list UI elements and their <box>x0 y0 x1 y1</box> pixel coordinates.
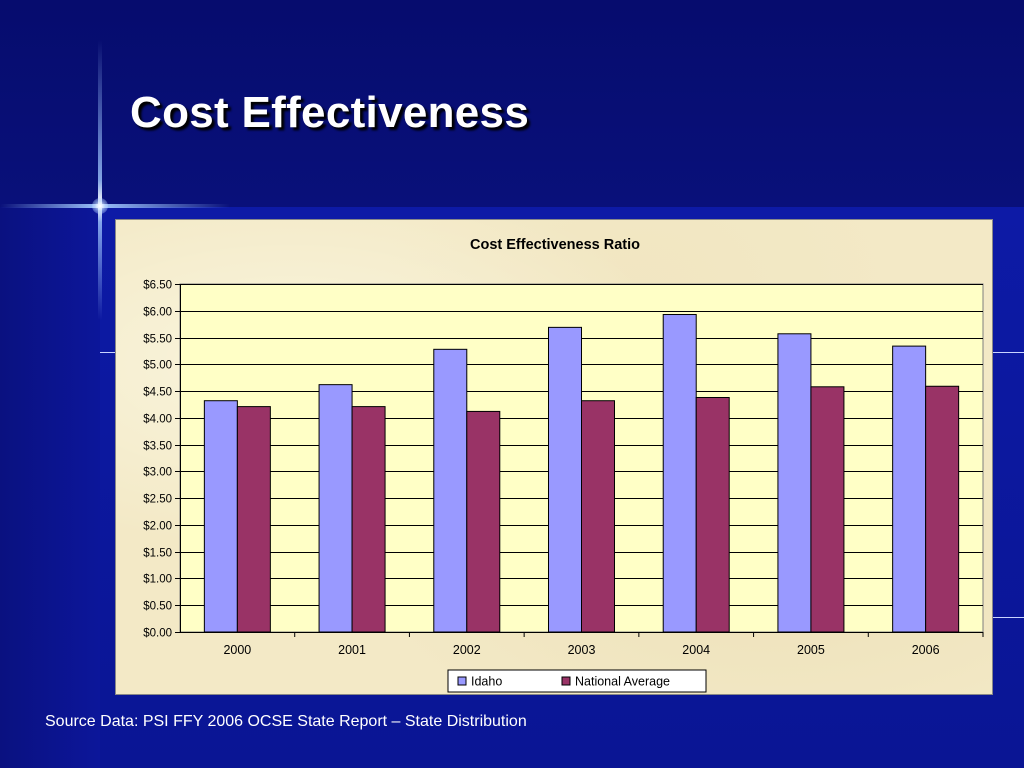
legend-label-national-average: National Average <box>575 675 670 689</box>
bar-idaho-2000 <box>203 400 238 633</box>
bar-national-average-2002 <box>466 410 501 633</box>
x-tick-label: 2001 <box>338 643 366 657</box>
bar-idaho-2002 <box>433 348 468 633</box>
y-tick-label: $1.00 <box>143 574 172 586</box>
sparkle-horizontal-beam <box>0 204 230 208</box>
legend-swatch-national-average <box>561 676 571 686</box>
x-tick-label: 2004 <box>682 643 710 657</box>
y-tick-label: $0.50 <box>143 601 172 613</box>
x-tick-label: 2002 <box>453 643 481 657</box>
y-tick-label: $5.50 <box>143 334 172 346</box>
slide-title: Cost Effectiveness <box>130 88 530 137</box>
chart-title: Cost Effectiveness Ratio <box>470 237 640 253</box>
slide-header-background <box>0 0 1024 207</box>
x-tick-label: 2000 <box>223 643 251 657</box>
y-tick-label: $5.00 <box>143 360 172 372</box>
bar-national-average-2000 <box>236 406 271 633</box>
x-tick-label: 2003 <box>568 643 596 657</box>
slide-left-band <box>0 207 100 768</box>
bar-national-average-2004 <box>695 397 730 633</box>
x-tick-label: 2006 <box>912 643 940 657</box>
y-tick-label: $1.50 <box>143 548 172 560</box>
decorative-rule-right-lower <box>993 617 1024 618</box>
y-tick-label: $4.50 <box>143 387 172 399</box>
sparkle-vertical-beam <box>98 40 102 320</box>
bar-idaho-2003 <box>548 326 582 633</box>
y-tick-label: $2.00 <box>143 521 172 533</box>
y-tick-label: $3.00 <box>143 467 172 479</box>
bar-national-average-2003 <box>581 400 615 633</box>
y-tick-label: $0.00 <box>143 628 172 640</box>
decorative-rule-left <box>100 352 116 353</box>
bar-idaho-2001 <box>318 384 353 633</box>
y-tick-label: $6.00 <box>143 307 172 319</box>
decorative-rule-right <box>993 352 1024 353</box>
chart-panel: Cost Effectiveness Ratio $0.00 $0.50 $1.00… <box>115 219 993 695</box>
bar-idaho-2006 <box>892 345 927 633</box>
bar-national-average-2006 <box>925 385 960 633</box>
bar-national-average-2001 <box>351 406 386 633</box>
legend-box <box>447 669 707 693</box>
bar-idaho-2005 <box>777 333 812 633</box>
y-tick-label: $2.50 <box>143 494 172 506</box>
y-tick-label: $4.00 <box>143 414 172 426</box>
source-note: Source Data: PSI FFY 2006 OCSE State Rep… <box>45 713 527 730</box>
legend-label-idaho: Idaho <box>471 675 502 689</box>
cost-effectiveness-chart: Cost Effectiveness Ratio $0.00 $0.50 $1.00… <box>143 237 984 693</box>
x-tick-label: 2005 <box>797 643 825 657</box>
sparkle-star-icon <box>92 198 108 214</box>
bar-idaho-2004 <box>662 314 697 633</box>
y-tick-label: $6.50 <box>143 280 172 292</box>
bar-national-average-2005 <box>810 386 845 633</box>
legend-swatch-idaho <box>457 676 467 686</box>
y-tick-label: $3.50 <box>143 441 172 453</box>
